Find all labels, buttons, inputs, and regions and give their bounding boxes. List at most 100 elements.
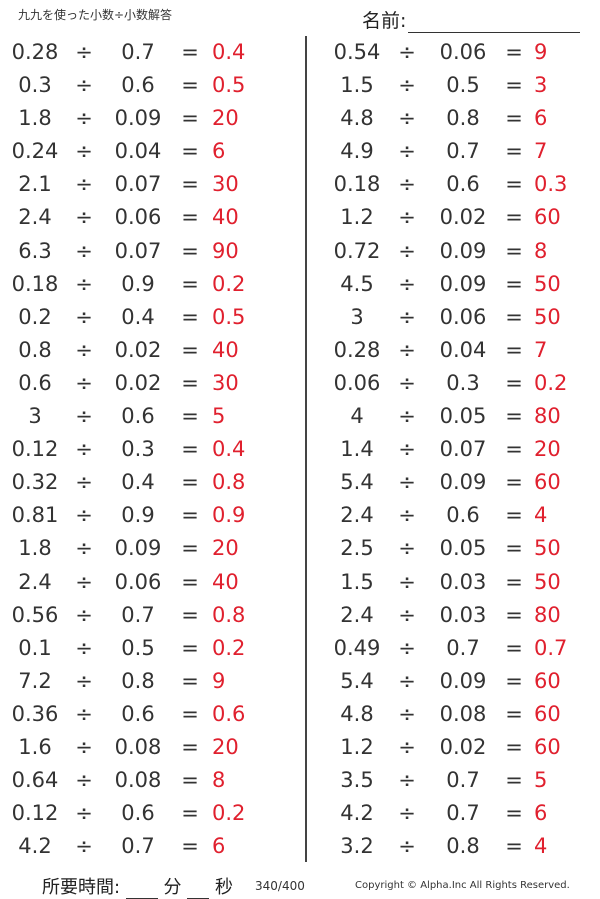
- equals-sign: =: [505, 205, 523, 230]
- divisor: 0.09: [114, 106, 162, 131]
- divisor: 0.6: [121, 701, 155, 726]
- divisor: 0.02: [439, 734, 487, 759]
- divide-sign: ÷: [398, 172, 416, 197]
- answer: 20: [212, 536, 239, 561]
- divide-sign: ÷: [75, 635, 93, 660]
- minutes-blank[interactable]: [125, 880, 158, 899]
- seconds-blank[interactable]: [187, 880, 210, 899]
- divisor: 0.5: [121, 635, 155, 660]
- divide-sign: ÷: [75, 801, 93, 826]
- divisor: 0.07: [114, 172, 162, 197]
- divide-sign: ÷: [75, 172, 93, 197]
- dividend: 1.5: [340, 73, 374, 98]
- divide-sign: ÷: [398, 437, 416, 462]
- answer: 0.5: [212, 304, 246, 329]
- divide-sign: ÷: [75, 569, 93, 594]
- dividend: 3: [350, 304, 364, 329]
- dividend: 0.18: [333, 172, 381, 197]
- name-input-line[interactable]: [408, 14, 581, 33]
- dividend: 1.4: [340, 437, 374, 462]
- answer: 8: [534, 238, 548, 263]
- equals-sign: =: [181, 205, 199, 230]
- divisor: 0.5: [446, 73, 480, 98]
- answer: 7: [534, 337, 548, 362]
- dividend: 0.56: [11, 602, 59, 627]
- time-taken: 所要時間: 分 秒: [42, 873, 233, 899]
- equals-sign: =: [505, 106, 523, 131]
- equals-sign: =: [181, 304, 199, 329]
- divide-sign: ÷: [75, 73, 93, 98]
- dividend: 0.1: [18, 635, 52, 660]
- equals-sign: =: [505, 304, 523, 329]
- dividend: 3: [28, 404, 42, 429]
- dividend: 5.4: [340, 470, 374, 495]
- divisor: 0.7: [121, 834, 155, 859]
- answer: 0.2: [212, 635, 246, 660]
- answer: 80: [534, 404, 561, 429]
- answer: 5: [534, 768, 548, 793]
- answer: 8: [212, 768, 226, 793]
- answer: 6: [534, 106, 548, 131]
- name-field[interactable]: 名前:: [362, 6, 581, 33]
- answer: 20: [212, 106, 239, 131]
- divide-sign: ÷: [75, 404, 93, 429]
- dividend: 4: [350, 404, 364, 429]
- answer: 0.4: [212, 437, 246, 462]
- dividend: 1.8: [18, 106, 52, 131]
- equals-sign: =: [505, 337, 523, 362]
- divide-sign: ÷: [398, 106, 416, 131]
- equals-sign: =: [505, 635, 523, 660]
- dividend: 1.6: [18, 734, 52, 759]
- divide-sign: ÷: [398, 503, 416, 528]
- answer: 20: [212, 734, 239, 759]
- minutes-label: 分: [163, 877, 182, 898]
- divisor: 0.8: [446, 106, 480, 131]
- divide-sign: ÷: [398, 337, 416, 362]
- divide-sign: ÷: [398, 40, 416, 64]
- divisor: 0.09: [114, 536, 162, 561]
- divisor: 0.09: [439, 238, 487, 263]
- equals-sign: =: [181, 734, 199, 759]
- dividend: 7.2: [18, 668, 52, 693]
- equals-sign: =: [505, 73, 523, 98]
- divisor: 0.06: [114, 569, 162, 594]
- answer: 50: [534, 536, 561, 561]
- divide-sign: ÷: [75, 834, 93, 859]
- equals-sign: =: [181, 337, 199, 362]
- divide-sign: ÷: [75, 40, 93, 64]
- worksheet-title: 九九を使った小数÷小数解答: [18, 8, 173, 22]
- divisor: 0.9: [121, 271, 155, 296]
- divide-sign: ÷: [398, 668, 416, 693]
- dividend: 1.2: [340, 205, 374, 230]
- divide-sign: ÷: [398, 271, 416, 296]
- equals-sign: =: [505, 569, 523, 594]
- dividend: 4.8: [340, 106, 374, 131]
- answer: 0.9: [212, 503, 246, 528]
- answer: 60: [534, 470, 561, 495]
- divide-sign: ÷: [398, 768, 416, 793]
- divide-sign: ÷: [75, 304, 93, 329]
- dividend: 2.1: [18, 172, 52, 197]
- dividend: 6.3: [18, 238, 52, 263]
- dividend: 4.9: [340, 139, 374, 164]
- divisor: 0.7: [446, 635, 480, 660]
- equals-sign: =: [505, 536, 523, 561]
- time-label: 所要時間:: [42, 877, 121, 898]
- divisor: 0.6: [121, 404, 155, 429]
- divide-sign: ÷: [75, 106, 93, 131]
- column-divider: [305, 36, 307, 862]
- equals-sign: =: [181, 569, 199, 594]
- answer: 6: [534, 801, 548, 826]
- divisor: 0.6: [121, 73, 155, 98]
- divisor: 0.6: [446, 503, 480, 528]
- answer: 40: [212, 205, 239, 230]
- divisor: 0.9: [121, 503, 155, 528]
- divide-sign: ÷: [75, 734, 93, 759]
- dividend: 0.28: [333, 337, 381, 362]
- answer: 0.4: [212, 40, 246, 64]
- divisor: 0.02: [114, 370, 162, 395]
- answer: 5: [212, 404, 226, 429]
- dividend: 2.5: [340, 536, 374, 561]
- equals-sign: =: [181, 271, 199, 296]
- equals-sign: =: [181, 602, 199, 627]
